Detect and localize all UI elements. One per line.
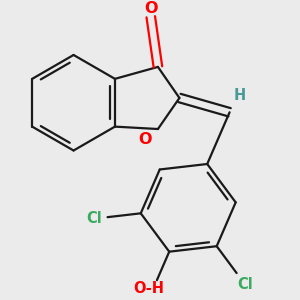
Text: O: O	[138, 132, 151, 147]
Text: O: O	[144, 1, 158, 16]
Text: H: H	[234, 88, 246, 103]
Text: Cl: Cl	[237, 277, 253, 292]
Text: Cl: Cl	[86, 211, 102, 226]
Text: O-H: O-H	[133, 281, 164, 296]
